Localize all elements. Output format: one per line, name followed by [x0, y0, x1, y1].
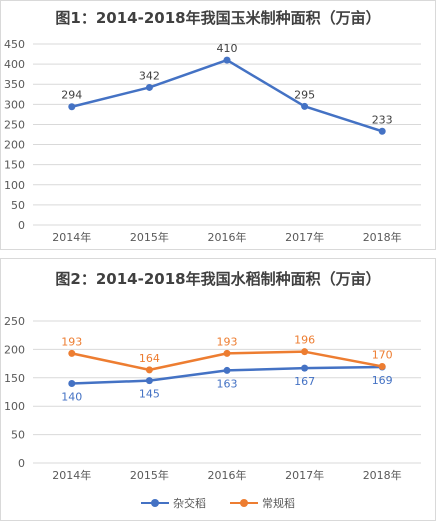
chart2-data-label: 169 — [372, 374, 393, 387]
chart1-x-tick-label: 2018年 — [363, 230, 402, 244]
chart1-x-tick-label: 2017年 — [285, 230, 324, 244]
chart1-data-point — [145, 83, 153, 91]
chart2-data-point — [68, 379, 76, 387]
chart1-data-label: 295 — [294, 88, 315, 101]
rice-chart: 0 50 100 150 200 250 2014年 2015年 2016年 2017年 2018年… — [4, 315, 421, 482]
chart2-data-label: 167 — [294, 375, 315, 388]
chart2-data-label: 145 — [139, 388, 160, 401]
chart2-data-point — [145, 377, 153, 385]
rice-chart-panel: 图2：2014-2018年我国水稻制种面积（万亩） 0 50 100 150 200 25… — [0, 258, 436, 521]
chart1-y-tick-label: 400 — [4, 58, 25, 71]
corn-chart-panel: 图1：2014-2018年我国玉米制种面积（万亩） 0 50 100 150 200 25… — [0, 0, 436, 250]
chart1-y-tick-label: 350 — [4, 78, 25, 91]
chart1-series-line-0 — [71, 58, 383, 133]
legend-swatch-conventional-rice — [230, 498, 258, 508]
chart1-y-tick-label: 50 — [11, 199, 25, 212]
chart1-data-point — [301, 102, 309, 110]
chart2-data-point — [378, 362, 386, 370]
legend-label-hybrid-rice: 杂交稻 — [173, 497, 206, 510]
chart2-y-tick-label: 50 — [11, 429, 25, 442]
chart2-data-point — [68, 349, 76, 357]
chart2-data-label: 164 — [139, 352, 160, 365]
chart2-data-label: 196 — [294, 334, 315, 347]
chart2-data-point — [145, 366, 153, 374]
chart2-y-tick-label: 150 — [4, 372, 25, 385]
chart1-data-label: 233 — [372, 113, 393, 126]
chart2-data-point — [301, 348, 309, 356]
chart1-y-tick-label: 100 — [4, 179, 25, 192]
chart2-data-point — [223, 349, 231, 357]
chart2-x-tick-label: 2017年 — [285, 468, 324, 482]
chart2-data-point — [223, 366, 231, 374]
chart2-x-tick-label: 2016年 — [208, 468, 247, 482]
chart2-x-tick-label: 2018年 — [363, 468, 402, 482]
chart2-data-label: 170 — [372, 348, 393, 361]
legend-item-conventional-rice: 常规稻 — [230, 495, 295, 511]
chart1-data-label: 342 — [139, 69, 160, 82]
chart1-y-tick-label: 450 — [4, 38, 25, 51]
chart2-legend: 杂交稻 常规稻 — [1, 495, 435, 511]
corn-chart: 0 50 100 150 200 250 300 350 400 450 2014年 2015年 201… — [4, 38, 421, 244]
chart1-x-tick-label: 2015年 — [130, 230, 169, 244]
chart2-x-tick-label: 2014年 — [52, 468, 91, 482]
chart2-data-label: 140 — [61, 390, 82, 403]
chart1-y-tick-label: 250 — [4, 118, 25, 131]
chart1-x-tick-label: 2014年 — [52, 230, 91, 244]
chart1-x-tick-label: 2016年 — [208, 230, 247, 244]
legend-item-hybrid-rice: 杂交稻 — [141, 495, 206, 511]
chart2-data-label: 193 — [217, 335, 238, 348]
chart2-x-tick-label: 2015年 — [130, 468, 169, 482]
legend-label-conventional-rice: 常规稻 — [262, 497, 295, 510]
chart1-y-tick-label: 200 — [4, 139, 25, 152]
chart1-y-tick-label: 300 — [4, 98, 25, 111]
chart2-title: 图2：2014-2018年我国水稻制种面积（万亩） — [55, 270, 381, 288]
chart2-y-tick-label: 0 — [18, 457, 25, 470]
chart1-y-tick-label: 150 — [4, 159, 25, 172]
chart1-data-point — [378, 127, 386, 135]
legend-swatch-hybrid-rice — [141, 498, 169, 508]
chart2-y-tick-label: 200 — [4, 343, 25, 356]
chart2-data-point — [301, 364, 309, 372]
chart2-data-label: 193 — [61, 335, 82, 348]
chart1-data-point — [68, 103, 76, 111]
chart2-y-tick-label: 250 — [4, 315, 25, 328]
chart1-title: 图1：2014-2018年我国玉米制种面积（万亩） — [55, 9, 381, 27]
chart1-data-point — [223, 56, 231, 64]
chart2-data-label: 163 — [217, 377, 238, 390]
chart1-data-label: 410 — [217, 42, 238, 55]
chart2-y-tick-label: 100 — [4, 400, 25, 413]
chart1-y-tick-label: 0 — [18, 219, 25, 232]
chart1-data-label: 294 — [61, 89, 82, 102]
